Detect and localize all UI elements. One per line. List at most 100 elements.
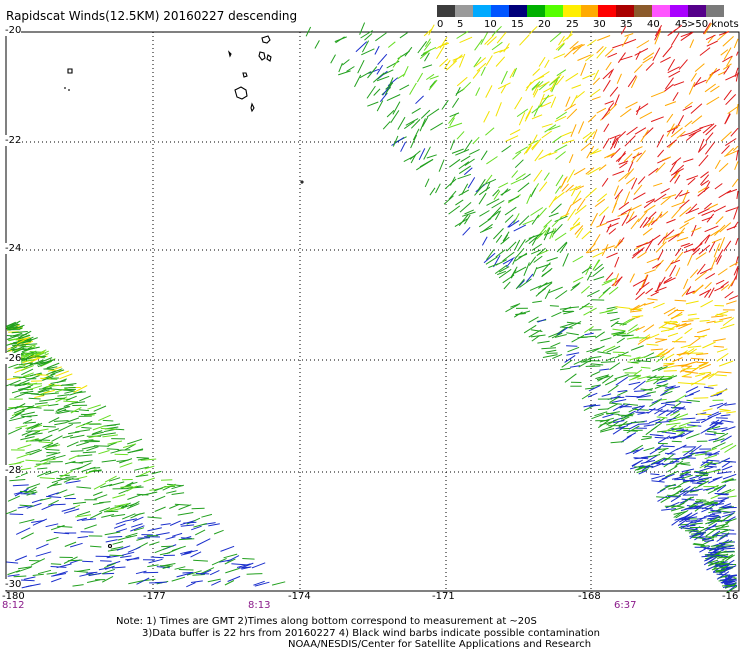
wind-barb xyxy=(102,460,116,462)
time-label: 6:37 xyxy=(614,600,636,611)
wind-barb xyxy=(717,529,728,530)
wind-barb xyxy=(98,451,109,454)
wind-barb xyxy=(109,555,123,556)
wind-barb xyxy=(655,287,667,291)
note-line: NOAA/NESDIS/Center for Satellite Applica… xyxy=(116,639,600,651)
wind-barb xyxy=(393,56,401,68)
wind-barb xyxy=(569,154,573,163)
wind-barb xyxy=(31,559,45,566)
wind-barb xyxy=(631,346,644,351)
wind-barb xyxy=(545,60,550,68)
wind-barb xyxy=(14,576,27,577)
wind-barb xyxy=(597,36,610,41)
wind-barb xyxy=(716,418,728,419)
wind-barb xyxy=(70,467,82,470)
wind-barb xyxy=(705,226,719,232)
wind-barb xyxy=(610,318,619,321)
longitude-label: -16 xyxy=(722,591,738,602)
wind-barb xyxy=(63,479,79,480)
wind-barb xyxy=(715,375,727,376)
wind-barb xyxy=(666,348,675,354)
wind-barb xyxy=(719,190,731,197)
wind-barb xyxy=(465,159,475,166)
wind-barb xyxy=(670,161,677,172)
wind-barb xyxy=(553,192,564,201)
wind-barb xyxy=(192,508,205,509)
wind-barb xyxy=(551,343,561,347)
wind-barb xyxy=(602,178,608,186)
wind-barb xyxy=(166,537,176,540)
wind-barb xyxy=(688,255,693,266)
wind-barb xyxy=(553,136,562,142)
wind-barb xyxy=(662,432,676,434)
wind-barb xyxy=(458,174,471,179)
wind-barb xyxy=(607,312,618,313)
wind-barb xyxy=(679,60,687,70)
wind-barb xyxy=(643,228,652,235)
wind-barb xyxy=(647,344,659,345)
wind-barb xyxy=(69,423,81,424)
wind-barb xyxy=(737,104,738,114)
wind-barb xyxy=(496,102,502,116)
wind-barb xyxy=(315,40,320,48)
wind-barb xyxy=(672,441,682,442)
wind-barb xyxy=(594,70,599,80)
wind-barb xyxy=(79,461,93,463)
wind-barb xyxy=(603,80,610,91)
wind-barb xyxy=(737,52,739,56)
wind-barb xyxy=(718,269,727,275)
wind-barb xyxy=(547,258,558,262)
wind-barb xyxy=(79,410,89,411)
wind-barb xyxy=(699,155,708,166)
wind-barb xyxy=(635,48,648,55)
wind-barb xyxy=(373,73,384,83)
wind-barb xyxy=(400,33,408,38)
latitude-label: -30 xyxy=(5,579,21,590)
wind-barb xyxy=(21,580,35,581)
wind-barb xyxy=(661,188,670,193)
wind-barb xyxy=(161,524,171,525)
wind-barb xyxy=(695,454,707,456)
wind-barb xyxy=(719,361,733,366)
wind-barb xyxy=(423,65,432,68)
wind-barb xyxy=(35,440,50,441)
wind-barb xyxy=(550,306,559,307)
wind-barb xyxy=(724,90,731,100)
wind-barb xyxy=(646,63,654,71)
wind-barb xyxy=(659,478,667,482)
wind-barb xyxy=(532,139,541,150)
wind-barb xyxy=(383,121,390,129)
wind-barb xyxy=(195,530,205,535)
wind-barb xyxy=(689,82,695,94)
wind-barb xyxy=(721,282,729,288)
wind-barb xyxy=(700,48,710,56)
wind-barb xyxy=(694,503,704,504)
wind-barb xyxy=(702,342,715,348)
wind-barb xyxy=(48,493,59,497)
wind-barb xyxy=(700,467,714,471)
wind-barb xyxy=(572,85,581,89)
wind-barb xyxy=(33,574,44,575)
wind-barb xyxy=(551,204,561,213)
wind-barb xyxy=(473,70,480,79)
wind-barb xyxy=(697,414,712,415)
wind-barb xyxy=(6,562,18,563)
wind-barb xyxy=(64,494,75,497)
wind-barb xyxy=(604,124,609,132)
wind-barb xyxy=(183,572,194,573)
wind-barb xyxy=(13,485,29,486)
wind-barb xyxy=(686,458,696,459)
wind-barb xyxy=(648,455,660,458)
wind-barb xyxy=(694,398,709,399)
wind-barb xyxy=(609,403,622,404)
wind-barb xyxy=(699,144,707,153)
island xyxy=(267,55,271,61)
wind-barb xyxy=(565,374,577,383)
wind-barb xyxy=(555,145,568,152)
wind-barb xyxy=(358,60,364,73)
wind-barb xyxy=(486,85,492,97)
wind-barb xyxy=(690,269,698,277)
wind-barb xyxy=(566,333,579,335)
wind-barb xyxy=(652,481,665,482)
longitude-label: -168 xyxy=(578,591,601,602)
